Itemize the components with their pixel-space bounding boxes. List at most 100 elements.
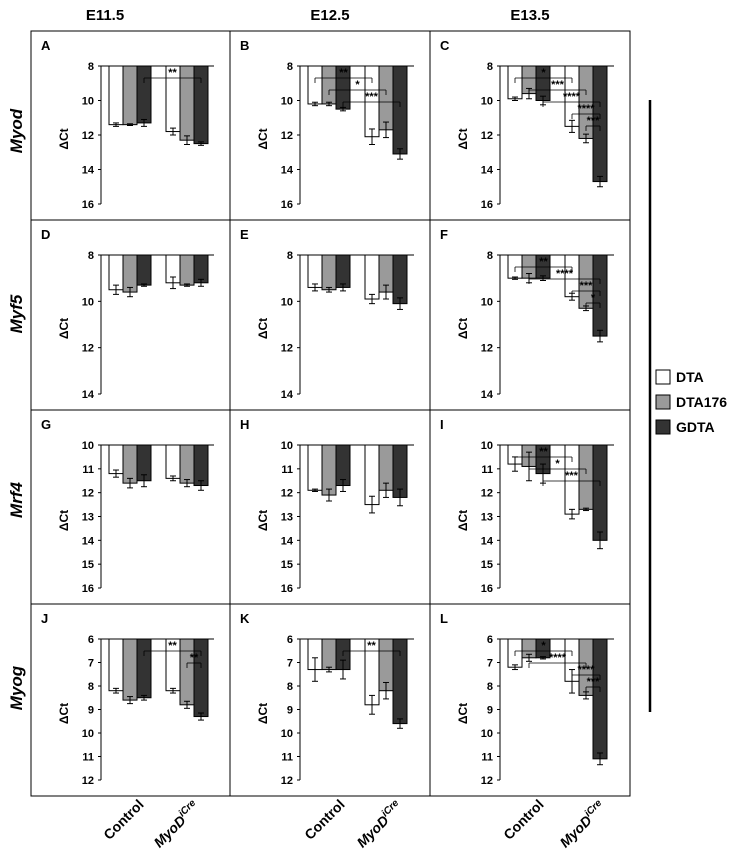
bar-dta	[108, 254, 124, 291]
y-tick-label: 16	[281, 583, 293, 595]
y-tick-label: 6	[487, 634, 493, 646]
row-label: Myf5	[7, 294, 26, 333]
y-tick-label: 15	[82, 559, 94, 571]
bar-dta176	[122, 254, 138, 293]
icre-superscript: iCre	[380, 797, 402, 819]
y-tick-label: 14	[481, 389, 494, 401]
significance-label: ***	[587, 676, 601, 688]
y-tick-label: 15	[281, 559, 293, 571]
significance-label: ****	[549, 652, 567, 664]
panel-letter: F	[440, 227, 448, 242]
bar-dta	[307, 444, 323, 491]
significance-label: **	[539, 256, 548, 268]
y-tick-label: 16	[281, 199, 293, 211]
y-tick-label: 12	[481, 775, 493, 787]
y-tick-label: 16	[82, 583, 94, 595]
significance-label: ****	[556, 268, 574, 280]
y-tick-label: 11	[481, 752, 493, 764]
panel-letter: L	[440, 611, 448, 626]
significance-label: ***	[365, 91, 379, 103]
panel-h: H 10 11 12 13 14 15 16 ΔCt	[229, 409, 431, 605]
y-tick-label: 12	[82, 130, 94, 142]
column-headers: E11.5 E12.5 E13.5	[86, 7, 550, 24]
bar-dta176	[321, 65, 337, 105]
panel-j: J 6 7 8 9 10 11 12 ΔCt ** **	[30, 603, 231, 797]
y-axis-label: ΔCt	[256, 510, 270, 531]
y-axis-label: ΔCt	[57, 510, 71, 531]
y-tick-label: 14	[481, 535, 494, 547]
bar-dta176	[321, 638, 337, 671]
bar-gdta	[392, 65, 408, 155]
legend: DTA DTA176 GDTA	[655, 369, 727, 435]
legend-swatch-dta176	[655, 394, 671, 410]
y-tick-label: 8	[287, 681, 293, 693]
y-tick-label: 10	[281, 440, 293, 452]
y-tick-label: 12	[481, 488, 493, 500]
panel-e: E 8 10 12 14 ΔCt	[229, 219, 431, 411]
bar-gdta	[392, 254, 408, 305]
bar-gdta	[136, 638, 152, 699]
panel-k: K 6 7 8 9 10 11 12 ΔCt **	[229, 603, 431, 797]
group-label-control: Control	[100, 796, 147, 843]
significance-label: **	[168, 67, 177, 79]
panel-letter: A	[41, 38, 51, 53]
y-tick-label: 9	[287, 705, 293, 717]
icre-superscript: iCre	[583, 797, 605, 819]
panel-letter: D	[41, 227, 50, 242]
y-axis-label: ΔCt	[456, 128, 470, 149]
row-label: Myod	[7, 108, 26, 153]
y-tick-label: 14	[281, 535, 294, 547]
column-header: E13.5	[510, 7, 549, 24]
y-tick-label: 10	[82, 296, 94, 308]
y-tick-label: 10	[82, 96, 94, 108]
bar-dta176	[179, 65, 195, 141]
y-tick-label: 8	[287, 250, 293, 262]
bar-gdta	[592, 444, 608, 541]
y-tick-label: 14	[82, 165, 95, 177]
panel-letter: B	[240, 38, 249, 53]
y-tick-label: 10	[281, 96, 293, 108]
bar-dta	[364, 444, 380, 506]
bar-dta176	[321, 444, 337, 496]
y-tick-label: 14	[481, 165, 494, 177]
bar-dta	[364, 254, 380, 300]
y-tick-label: 12	[82, 775, 94, 787]
y-tick-label: 16	[82, 199, 94, 211]
y-tick-label: 12	[481, 130, 493, 142]
y-axis-label: ΔCt	[256, 703, 270, 724]
y-tick-label: 14	[82, 389, 95, 401]
legend-swatch-gdta	[655, 419, 671, 435]
y-tick-label: 8	[487, 681, 493, 693]
y-axis-label: ΔCt	[456, 318, 470, 339]
bar-dta	[507, 254, 523, 279]
significance-label: **	[539, 446, 548, 458]
y-tick-label: 11	[281, 752, 293, 764]
panel-letter: I	[440, 417, 444, 432]
y-tick-label: 12	[281, 343, 293, 355]
panel-d: D 8 10 12 14 ΔCt	[30, 219, 231, 411]
y-tick-label: 12	[281, 130, 293, 142]
bar-dta176	[179, 638, 195, 706]
y-tick-label: 12	[82, 488, 94, 500]
y-tick-label: 10	[481, 440, 493, 452]
y-tick-label: 10	[281, 728, 293, 740]
panel-letter: C	[440, 38, 450, 53]
significance-label: ***	[587, 115, 601, 127]
y-tick-label: 13	[281, 512, 293, 524]
legend-label: DTA176	[676, 394, 727, 410]
significance-label: **	[190, 652, 199, 664]
row-label: Myog	[7, 665, 26, 710]
y-tick-label: 12	[281, 488, 293, 500]
bar-gdta	[592, 638, 608, 760]
significance-label: ****	[577, 103, 595, 115]
y-tick-label: 12	[481, 343, 493, 355]
bar-gdta	[193, 444, 209, 487]
bar-dta176	[578, 444, 594, 510]
significance-label: *	[355, 79, 360, 91]
y-tick-label: 8	[88, 681, 94, 693]
row-label: Mrf4	[7, 482, 26, 518]
bar-gdta	[136, 65, 152, 124]
y-tick-label: 6	[88, 634, 94, 646]
panel-letter: J	[41, 611, 48, 626]
y-tick-label: 12	[82, 343, 94, 355]
